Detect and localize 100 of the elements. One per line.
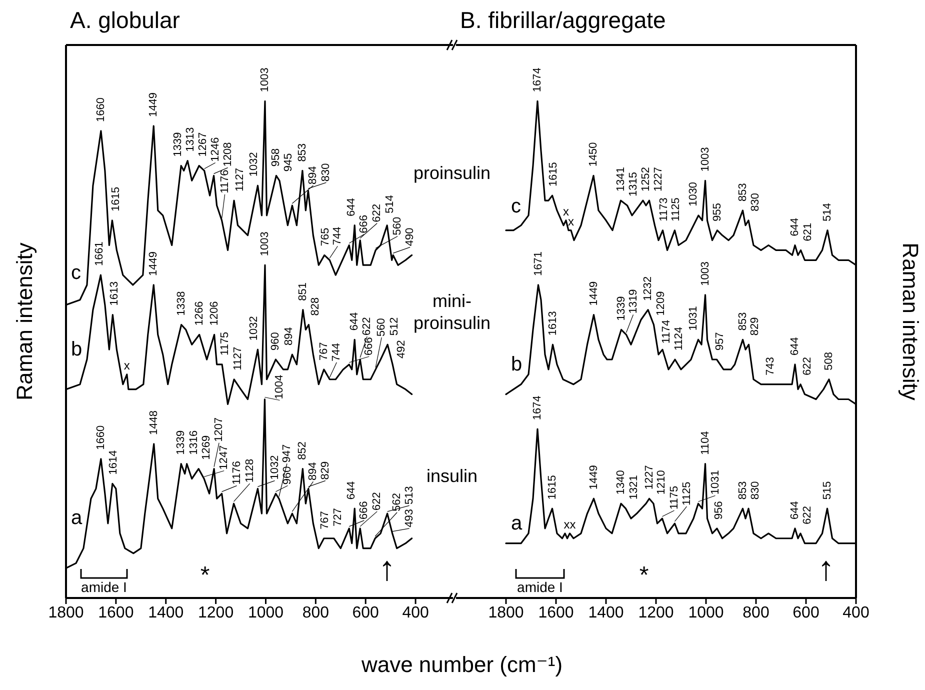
series-label: b — [511, 353, 522, 376]
x-tick-label: 1200 — [198, 604, 234, 622]
annotation: 1206 — [208, 301, 220, 326]
annotation: 830 — [320, 163, 332, 182]
annotation: 493 — [403, 509, 416, 528]
annotation: 1316 — [188, 430, 200, 455]
annotation: 1339 — [615, 296, 628, 321]
annotation: 853 — [736, 312, 749, 331]
annotation: 1613 — [546, 311, 559, 336]
x-tick-label: 1800 — [488, 604, 524, 622]
annotation: 1340 — [615, 470, 627, 495]
annotation: 1660 — [94, 97, 107, 122]
annotation: 666 — [363, 337, 376, 356]
annotation: 1175 — [219, 332, 232, 356]
series-label: c — [511, 195, 521, 218]
annotation: 1032 — [268, 455, 281, 480]
x-tick-label: 1400 — [148, 604, 184, 622]
annotation: 1615 — [546, 475, 558, 500]
annotation: 1247 — [218, 445, 230, 470]
annotation: 1003 — [258, 68, 271, 92]
annotation: 1003 — [699, 261, 712, 286]
annotation: 621 — [802, 222, 814, 242]
x-tick-label: 600 — [792, 604, 820, 622]
annotation: 1615 — [547, 162, 560, 187]
x-tick-label: 800 — [742, 604, 770, 622]
annotation: 1315 — [627, 172, 640, 196]
annotation: 1032 — [248, 152, 260, 177]
annotation: 830 — [750, 481, 762, 500]
annotation: 1671 — [532, 251, 544, 276]
annotation: 894 — [283, 327, 296, 346]
annotation: 622 — [802, 356, 814, 376]
annotation: 1449 — [148, 92, 160, 117]
annotation: 490 — [404, 228, 416, 246]
annotation: 560 — [376, 318, 388, 336]
annotation: 622 — [361, 317, 374, 336]
series-label: b — [71, 338, 82, 360]
annotation: 829 — [319, 461, 332, 480]
annotation: 1209 — [654, 291, 667, 316]
annotation: 1321 — [628, 475, 640, 500]
annotation: 1128 — [244, 458, 256, 483]
annotation: 1227 — [643, 465, 656, 490]
x-tick-label: 1200 — [638, 604, 674, 622]
annotation: 1269 — [200, 435, 213, 460]
annotation: 1339 — [172, 132, 184, 157]
annotation: 960 — [270, 332, 282, 351]
annotation: 830 — [750, 193, 762, 212]
x-tick-label: 400 — [402, 604, 429, 622]
annotation: 947 — [280, 444, 293, 463]
annotation: 1449 — [588, 465, 600, 490]
x-tick-label: 600 — [352, 604, 380, 622]
annotation: 622 — [371, 492, 384, 510]
annotation: 1003 — [258, 232, 271, 256]
annotation: 957 — [714, 332, 726, 351]
annotation: 1448 — [148, 410, 160, 435]
annotation: 765 — [319, 228, 332, 246]
annotation: 1450 — [588, 142, 600, 167]
annotation: 644 — [789, 337, 801, 356]
annotation: 727 — [332, 508, 344, 526]
annotation: 560 — [392, 216, 404, 236]
annotation: 744 — [330, 343, 343, 362]
annotation: 644 — [789, 218, 801, 236]
annotation: 1614 — [107, 450, 120, 475]
annotation: 512 — [388, 317, 401, 336]
annotation: 1449 — [148, 251, 160, 276]
annotation: 492 — [396, 340, 408, 358]
annotation: 767 — [318, 511, 331, 530]
annotation: 956 — [713, 501, 725, 520]
annotation: 1176 — [230, 461, 243, 485]
annotation: 644 — [348, 312, 361, 331]
x-tick-label: 1000 — [248, 604, 284, 622]
annotation: 945 — [282, 153, 294, 172]
annotation: 1124 — [673, 326, 685, 351]
annotation: 1003 — [699, 147, 712, 172]
annotation: 1030 — [688, 182, 700, 206]
annotation: 1173 — [658, 198, 670, 222]
annotation: 1661 — [94, 242, 106, 266]
annotation: x — [124, 358, 130, 372]
annotation: 955 — [711, 202, 724, 222]
annotation: 1319 — [627, 289, 640, 314]
annotation: ↑ — [378, 550, 396, 588]
annotation: amide I — [517, 579, 563, 595]
annotation: 894 — [307, 166, 320, 184]
x-tick-label: 1600 — [538, 604, 574, 622]
annotation: 829 — [748, 317, 761, 336]
x-tick-label: 800 — [302, 604, 330, 622]
annotation: ↑ — [818, 550, 834, 588]
annotation: insulin — [426, 466, 478, 486]
annotation: 1127 — [232, 346, 244, 370]
annotation: 852 — [296, 441, 309, 460]
annotation: 828 — [310, 297, 322, 316]
annotation: 767 — [318, 342, 330, 360]
annotation: 1252 — [640, 167, 652, 192]
annotation: 743 — [764, 356, 776, 376]
chart-title: A. globular — [70, 7, 180, 33]
annotation: 666 — [358, 214, 370, 234]
annotation: 851 — [296, 282, 309, 301]
annotation: x — [568, 214, 574, 228]
annotation: 1127 — [234, 168, 246, 192]
annotation: 1125 — [670, 198, 682, 222]
annotation: 960 — [282, 466, 294, 485]
